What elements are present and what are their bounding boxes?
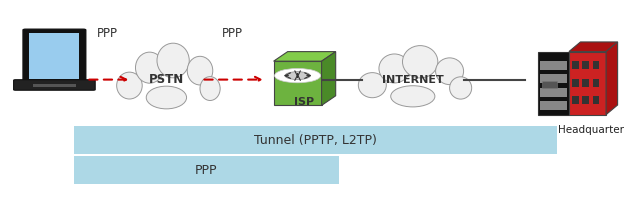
Polygon shape xyxy=(322,52,336,105)
FancyBboxPatch shape xyxy=(593,79,599,87)
FancyBboxPatch shape xyxy=(582,96,589,104)
FancyBboxPatch shape xyxy=(13,80,95,90)
FancyBboxPatch shape xyxy=(274,61,322,105)
FancyBboxPatch shape xyxy=(593,61,599,69)
Text: PPP: PPP xyxy=(97,27,118,40)
FancyBboxPatch shape xyxy=(569,52,606,115)
Text: PPP: PPP xyxy=(222,27,243,40)
Ellipse shape xyxy=(136,52,164,83)
Ellipse shape xyxy=(157,43,189,78)
FancyBboxPatch shape xyxy=(582,79,589,87)
FancyBboxPatch shape xyxy=(593,96,599,104)
FancyBboxPatch shape xyxy=(540,101,567,110)
FancyBboxPatch shape xyxy=(540,74,567,83)
FancyBboxPatch shape xyxy=(23,29,86,82)
Polygon shape xyxy=(569,42,618,52)
FancyBboxPatch shape xyxy=(29,33,79,79)
Polygon shape xyxy=(606,42,618,115)
Ellipse shape xyxy=(390,86,435,107)
Polygon shape xyxy=(274,52,336,61)
FancyBboxPatch shape xyxy=(540,88,567,97)
FancyBboxPatch shape xyxy=(582,61,589,69)
Text: ISP: ISP xyxy=(294,97,314,106)
Ellipse shape xyxy=(449,77,472,99)
Text: PPP: PPP xyxy=(195,164,218,177)
FancyBboxPatch shape xyxy=(572,96,579,104)
Ellipse shape xyxy=(379,54,410,83)
Ellipse shape xyxy=(403,46,438,78)
Ellipse shape xyxy=(358,73,387,98)
FancyBboxPatch shape xyxy=(74,126,557,154)
Text: Headquarter: Headquarter xyxy=(557,125,624,135)
Ellipse shape xyxy=(436,58,463,85)
Text: PSTN: PSTN xyxy=(148,73,184,86)
FancyBboxPatch shape xyxy=(74,156,339,184)
FancyBboxPatch shape xyxy=(538,52,569,115)
Circle shape xyxy=(285,72,310,80)
FancyBboxPatch shape xyxy=(572,79,579,87)
Ellipse shape xyxy=(200,77,220,100)
FancyBboxPatch shape xyxy=(540,61,567,69)
FancyBboxPatch shape xyxy=(572,61,579,69)
Text: Tunnel (PPTP, L2TP): Tunnel (PPTP, L2TP) xyxy=(254,134,376,147)
Ellipse shape xyxy=(147,86,187,109)
Ellipse shape xyxy=(116,72,142,99)
Text: INTERNET: INTERNET xyxy=(382,75,444,85)
Circle shape xyxy=(275,68,321,83)
FancyBboxPatch shape xyxy=(542,81,557,88)
Ellipse shape xyxy=(188,56,212,85)
FancyBboxPatch shape xyxy=(33,84,76,87)
